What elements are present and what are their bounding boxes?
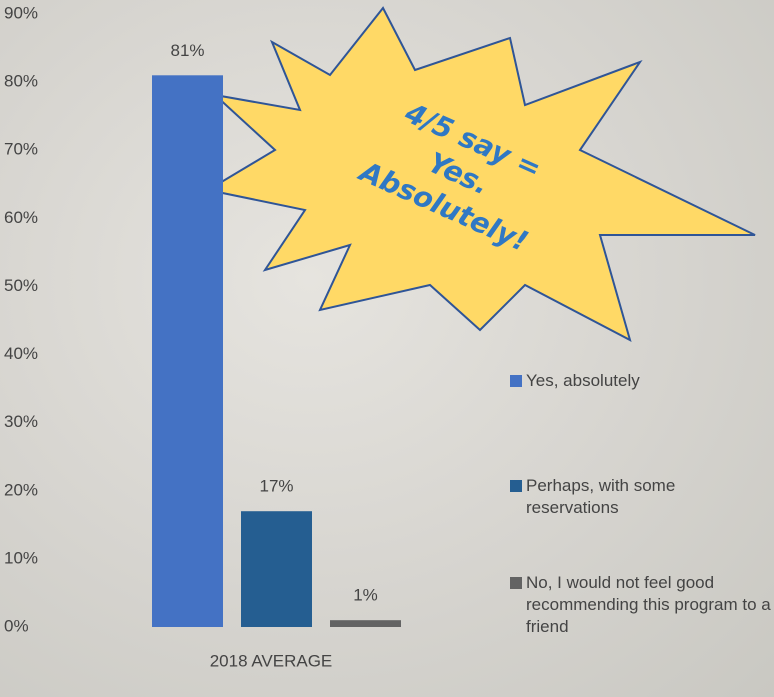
legend-item: Perhaps, with some reservations [510,475,772,519]
bar [330,620,401,627]
y-tick-label: 70% [4,140,38,159]
y-tick-label: 30% [4,412,38,431]
y-tick-label: 90% [4,3,38,22]
legend-swatch [510,375,522,387]
y-tick-label: 80% [4,72,38,91]
y-tick-label: 20% [4,480,38,499]
legend-swatch [510,480,522,492]
y-tick-label: 40% [4,344,38,363]
legend-swatch [510,577,522,589]
legend-label: Yes, absolutely [526,370,640,392]
legend-label: No, I would not feel good recommending t… [526,572,772,638]
y-tick-label: 50% [4,276,38,295]
data-label: 1% [353,586,378,605]
legend-item: Yes, absolutely [510,370,772,392]
y-tick-label: 60% [4,208,38,227]
y-tick-label: 0% [4,616,29,635]
legend-item: No, I would not feel good recommending t… [510,572,772,638]
bar [241,511,312,627]
legend-label: Perhaps, with some reservations [526,475,772,519]
data-label: 81% [170,41,204,60]
chart: 4/5 say =Yes.Absolutely! 0%10%20%30%40%5… [0,0,774,697]
x-tick-label: 2018 AVERAGE [210,651,333,670]
data-label: 17% [259,477,293,496]
bar [152,75,223,627]
y-tick-label: 10% [4,548,38,567]
